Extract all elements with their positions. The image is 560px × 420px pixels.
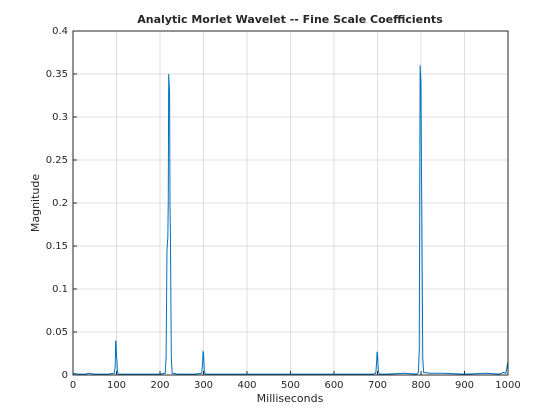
x-tick-label: 800 xyxy=(411,380,430,391)
x-tick-label: 600 xyxy=(324,380,343,391)
chart-title: Analytic Morlet Wavelet -- Fine Scale Co… xyxy=(137,13,443,26)
x-tick-label: 200 xyxy=(150,380,169,391)
line-series xyxy=(72,65,509,375)
x-axis-label: Milliseconds xyxy=(257,392,324,405)
x-tick-label: 700 xyxy=(368,380,387,391)
y-tick-label: 0.1 xyxy=(52,284,68,295)
plot-frame xyxy=(72,30,509,376)
y-tick-label: 0 xyxy=(62,370,68,381)
y-tick-label: 0.05 xyxy=(46,327,68,338)
y-tick-label: 0.4 xyxy=(52,26,68,37)
y-tick-label: 0.3 xyxy=(52,112,68,123)
x-tick-label: 400 xyxy=(237,380,256,391)
x-tick-label: 100 xyxy=(107,380,126,391)
x-tick-label: 500 xyxy=(281,380,300,391)
y-tick-label: 0.35 xyxy=(46,69,68,80)
x-tick-label: 300 xyxy=(194,380,213,391)
x-tick-label: 1000 xyxy=(495,380,520,391)
y-tick-label: 0.2 xyxy=(52,198,68,209)
y-tick-label: 0.25 xyxy=(46,155,68,166)
x-tick-label: 900 xyxy=(455,380,474,391)
y-axis-label: Magnitude xyxy=(29,174,42,233)
y-tick-label: 0.15 xyxy=(46,241,68,252)
x-tick-label: 0 xyxy=(70,380,76,391)
